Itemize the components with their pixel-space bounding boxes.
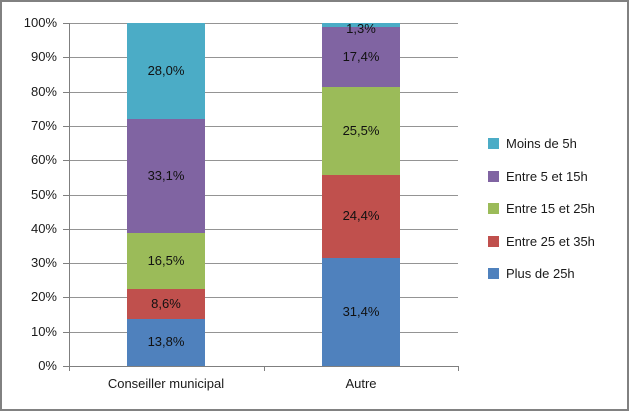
legend-marker-icon xyxy=(488,137,499,149)
bar-segment-entre-25-et-35h[interactable] xyxy=(127,289,205,319)
gridline xyxy=(69,195,458,196)
gridline xyxy=(69,160,458,161)
y-axis-tick-label: 50% xyxy=(30,187,57,202)
legend-marker-icon xyxy=(488,170,499,182)
bar-segment-entre-15-et-25h[interactable] xyxy=(127,232,205,290)
y-axis-tick xyxy=(63,195,69,196)
data-label: 1,3% xyxy=(346,21,376,36)
y-axis-tick-label: 40% xyxy=(30,221,57,236)
legend-marker-icon xyxy=(488,235,499,247)
y-axis-tick-label: 30% xyxy=(30,255,57,270)
legend-marker-icon xyxy=(488,202,499,214)
legend-entry[interactable]: Plus de 25h xyxy=(488,262,575,284)
x-axis-tick xyxy=(69,366,70,371)
y-axis-tick-label: 90% xyxy=(30,49,57,64)
gridline xyxy=(69,57,458,58)
data-label: 31,4% xyxy=(342,304,380,319)
bar-segment-entre-25-et-35h[interactable] xyxy=(322,174,400,259)
x-axis-tick xyxy=(264,366,265,371)
gridline xyxy=(69,263,458,264)
bar-segment-entre-15-et-25h[interactable] xyxy=(322,87,400,175)
gridline xyxy=(69,126,458,127)
gridline xyxy=(69,297,458,298)
data-label: 17,4% xyxy=(342,49,380,64)
y-axis-tick xyxy=(63,332,69,333)
y-axis-tick xyxy=(63,263,69,264)
data-label: 33,1% xyxy=(147,168,185,183)
gridline xyxy=(69,92,458,93)
y-axis-tick xyxy=(63,160,69,161)
bar-segment-moins-de-5h[interactable] xyxy=(322,23,400,28)
data-label: 8,6% xyxy=(151,296,181,311)
y-axis-tick-label: 10% xyxy=(30,324,57,339)
legend-label: Entre 5 et 15h xyxy=(506,168,588,184)
y-axis-tick xyxy=(63,126,69,127)
y-axis-tick-label: 70% xyxy=(30,118,57,133)
y-axis-tick xyxy=(63,92,69,93)
legend-label: Moins de 5h xyxy=(506,135,577,151)
data-label: 24,4% xyxy=(342,208,380,223)
legend-entry[interactable]: Entre 15 et 25h xyxy=(488,197,595,219)
y-axis-tick-label: 100% xyxy=(23,15,57,30)
data-label: 25,5% xyxy=(342,123,380,138)
legend-label: Entre 15 et 25h xyxy=(506,200,595,216)
y-axis-tick xyxy=(63,297,69,298)
bar-segment-entre-5-et-15h[interactable] xyxy=(322,27,400,88)
y-axis-tick-label: 80% xyxy=(30,84,57,99)
bar-segment-entre-5-et-15h[interactable] xyxy=(127,119,205,233)
gridline xyxy=(69,229,458,230)
data-label: 28,0% xyxy=(147,63,185,78)
legend-entry[interactable]: Moins de 5h xyxy=(488,132,577,154)
data-label: 16,5% xyxy=(147,253,185,268)
y-axis-tick-label: 20% xyxy=(30,289,57,304)
y-axis-tick xyxy=(63,229,69,230)
legend-label: Plus de 25h xyxy=(506,265,575,281)
y-axis-tick xyxy=(63,366,69,367)
bar-segment-moins-de-5h[interactable] xyxy=(127,23,205,120)
legend-marker-icon xyxy=(488,267,499,279)
y-axis-tick xyxy=(63,23,69,24)
y-axis-tick-label: 0% xyxy=(38,358,57,373)
legend-entry[interactable]: Entre 25 et 35h xyxy=(488,230,595,252)
y-axis-tick-label: 60% xyxy=(30,152,57,167)
legend-label: Entre 25 et 35h xyxy=(506,233,595,249)
x-axis-tick xyxy=(458,366,459,371)
category-label: Autre xyxy=(345,376,377,391)
bar-segment-plus-de-25h[interactable] xyxy=(127,318,205,366)
bar-segment-plus-de-25h[interactable] xyxy=(322,258,400,366)
category-label: Conseiller municipal xyxy=(107,376,225,391)
gridline xyxy=(69,23,458,24)
y-axis-tick xyxy=(63,57,69,58)
legend-entry[interactable]: Entre 5 et 15h xyxy=(488,165,588,187)
gridline xyxy=(69,332,458,333)
y-axis xyxy=(69,23,70,366)
data-label: 13,8% xyxy=(147,334,185,349)
